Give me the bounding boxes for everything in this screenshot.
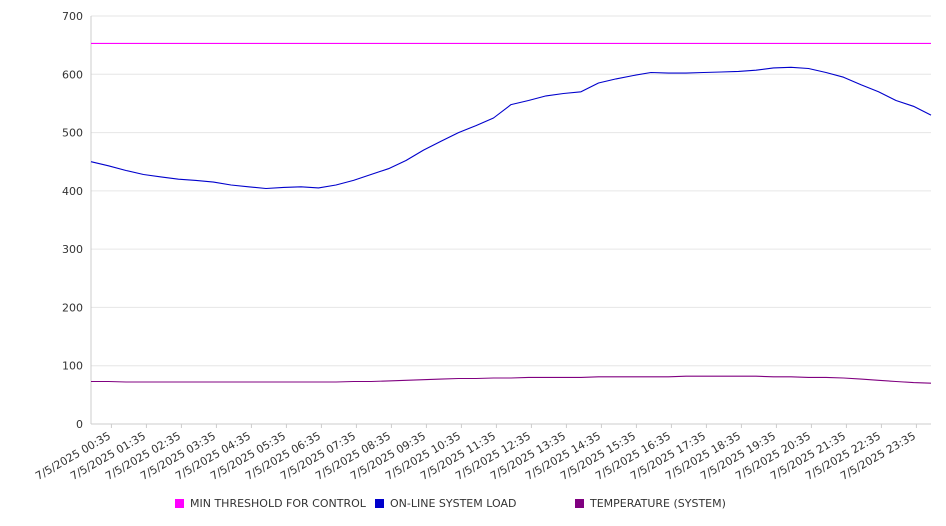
y-tick-label: 700	[62, 10, 83, 23]
grid	[91, 15, 931, 367]
y-tick-label: 200	[62, 301, 83, 314]
legend-swatch-system-load	[375, 499, 384, 508]
series-layer	[90, 42, 932, 384]
series-line-temperature	[91, 375, 932, 384]
legend-swatch-min-threshold	[175, 499, 184, 508]
y-tick-label: 400	[62, 185, 83, 198]
legend-label-temperature: TEMPERATURE (SYSTEM)	[590, 497, 726, 510]
legend-item-system-load: ON-LINE SYSTEM LOAD	[375, 497, 516, 510]
y-tick-label: 0	[76, 418, 83, 431]
legend-item-min-threshold: MIN THRESHOLD FOR CONTROL	[175, 497, 366, 510]
y-tick-label: 600	[62, 68, 83, 81]
axes	[90, 16, 931, 428]
legend-item-temperature: TEMPERATURE (SYSTEM)	[575, 497, 726, 510]
y-tick-label: 500	[62, 127, 83, 140]
series-line-system-load	[90, 66, 932, 190]
y-tick-label: 300	[62, 243, 83, 256]
legend: MIN THRESHOLD FOR CONTROL ON-LINE SYSTEM…	[0, 497, 946, 515]
legend-swatch-temperature	[575, 499, 584, 508]
legend-label-system-load: ON-LINE SYSTEM LOAD	[390, 497, 517, 510]
y-axis-ticks: 0 100 200 300 400 500 600 700	[62, 10, 83, 431]
y-tick-label: 100	[62, 360, 83, 373]
legend-label-min-threshold: MIN THRESHOLD FOR CONTROL	[190, 497, 366, 510]
x-axis-ticks: 7/5/2025 00:357/5/2025 01:357/5/2025 02:…	[33, 429, 918, 483]
